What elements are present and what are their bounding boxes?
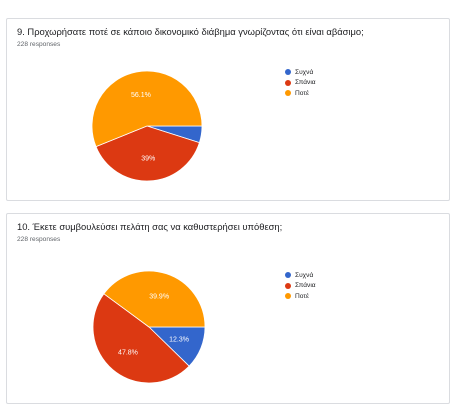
legend-swatch [285,293,291,300]
pie-slice-label: 39% [141,155,155,162]
legend-label: Σπάνια [295,79,316,87]
pie-slice-2 [103,270,206,328]
legend-swatch [285,69,291,76]
pie-slice-label: 56.1% [131,92,151,99]
legend-label: Συχνά [295,68,314,76]
legend-label: Συχνά [295,271,314,279]
legend-item-often: Συχνά [285,270,316,281]
pie-slice-label: 47.8% [118,349,138,356]
legend-label: Σπάνια [295,282,316,290]
question-card-10: 10. Έκετε συμβουλεύσει πελάτη σας να καθ… [6,213,450,404]
legend-label: Ποτέ [295,89,309,97]
legend-swatch [285,90,291,97]
legend-swatch [285,282,291,289]
pie-chart: 12.3% 47.8% 39.9% [92,270,206,384]
response-count: 228 responses [17,41,61,48]
question-title: 9. Προχωρήσατε ποτέ σε κάποιο δικονομικό… [17,26,364,37]
legend-item-rarely: Σπάνια [285,281,316,292]
legend-label: Ποτέ [295,292,309,300]
chart-legend: Συχνά Σπάνια Ποτέ [285,270,316,302]
legend-swatch [285,272,291,279]
legend-item-never: Ποτέ [285,291,316,302]
legend-item-often: Συχνά [285,67,316,78]
legend-swatch [285,79,291,86]
pie-chart: 39% 56.1% [91,70,203,182]
question-title: 10. Έκετε συμβουλεύσει πελάτη σας να καθ… [17,221,283,232]
legend-item-never: Ποτέ [285,88,316,99]
pie-slice-1 [95,125,200,182]
pie-slice-1 [92,293,190,384]
question-card-9: 9. Προχωρήσατε ποτέ σε κάποιο δικονομικό… [6,18,450,201]
pie-slice-label: 39.9% [149,294,169,301]
legend-item-rarely: Σπάνια [285,78,316,89]
chart-legend: Συχνά Σπάνια Ποτέ [285,67,316,99]
response-count: 228 responses [17,236,61,243]
pie-slice-2 [91,70,203,148]
pie-slice-label: 12.3% [169,337,189,344]
